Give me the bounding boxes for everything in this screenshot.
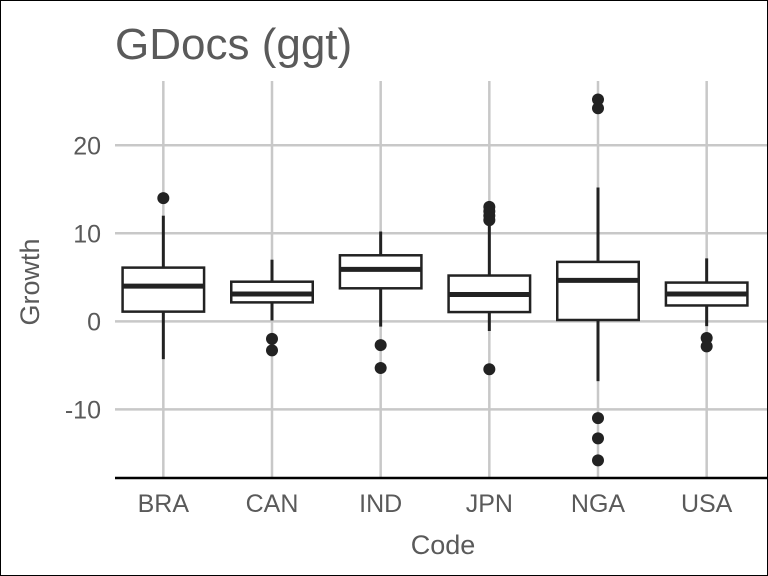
outlier-point: [592, 412, 604, 425]
x-tick-label: NGA: [571, 490, 626, 518]
outlier-point: [592, 454, 604, 467]
y-tick-labels: 20 10 0 -10: [65, 132, 101, 424]
y-tick-label: 0: [87, 308, 101, 336]
outlier-point: [592, 102, 604, 115]
boxes: [121, 93, 749, 467]
outlier-point: [374, 361, 387, 374]
box-jpn: [447, 200, 532, 376]
outlier-point: [483, 200, 496, 213]
box-iqr: [556, 260, 640, 322]
gridlines: [115, 81, 767, 478]
outlier-point: [592, 432, 604, 445]
outlier-point: [592, 93, 604, 106]
outlier-point: [700, 340, 713, 353]
x-tick-label: CAN: [246, 490, 299, 518]
outlier-point: [157, 192, 170, 205]
y-axis-label: Growth: [15, 238, 45, 325]
chart-title: GDocs (ggt): [115, 20, 352, 69]
box-iqr: [121, 266, 206, 313]
outlier-point: [483, 363, 496, 376]
box-can: [230, 259, 314, 357]
x-tick-label: IND: [359, 490, 402, 518]
outlier-point: [374, 339, 387, 352]
y-tick-label: -10: [65, 396, 101, 424]
box-ind: [338, 231, 423, 374]
box-nga: [556, 93, 640, 467]
outlier-point: [266, 344, 278, 357]
outlier-point: [266, 332, 278, 345]
x-tick-label: JPN: [466, 490, 513, 518]
y-tick-label: 20: [73, 132, 101, 160]
x-tick-labels: BRA CAN IND JPN NGA USA: [138, 490, 733, 518]
x-axis-label: Code: [411, 530, 476, 560]
y-tick-label: 10: [73, 220, 101, 248]
x-tick-label: USA: [681, 490, 733, 518]
x-tick-label: BRA: [138, 490, 190, 518]
box-bra: [121, 192, 206, 360]
outlier-point: [700, 332, 713, 345]
box-usa: [664, 258, 749, 353]
